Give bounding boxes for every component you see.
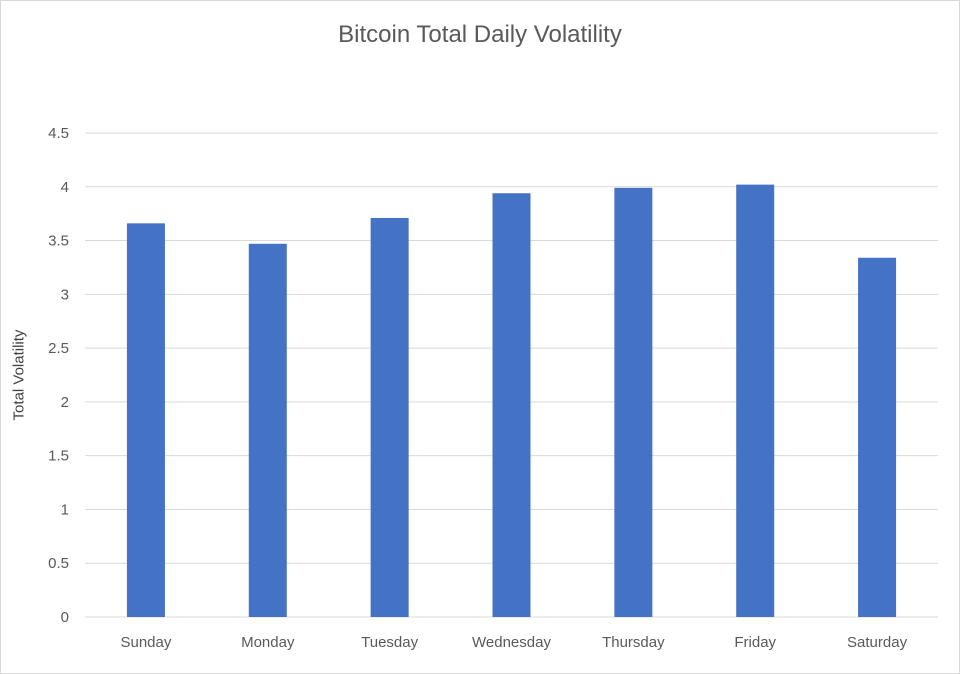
- chart-title: Bitcoin Total Daily Volatility: [338, 21, 622, 48]
- bar-friday: [736, 184, 775, 618]
- y-tick-label: 2: [61, 394, 69, 411]
- x-tick-label: Tuesday: [361, 634, 418, 651]
- y-tick-label: 3: [61, 286, 69, 303]
- x-tick-label: Sunday: [120, 634, 171, 651]
- y-tick-label: 1: [61, 501, 69, 518]
- x-tick-label: Thursday: [602, 634, 665, 651]
- y-tick-label: 3.5: [48, 233, 69, 250]
- bar-sunday: [126, 223, 165, 617]
- bar-thursday: [614, 187, 653, 617]
- y-axis-ticks: 0 0.5 1 1.5 2 2.5 3 3.5 4 4.5: [48, 125, 69, 626]
- bars: [126, 184, 897, 618]
- bar-saturday: [858, 257, 897, 617]
- bar-wednesday: [492, 193, 531, 617]
- x-tick-label: Friday: [734, 634, 776, 651]
- y-tick-label: 4: [61, 179, 69, 196]
- y-tick-label: 1.5: [48, 448, 69, 465]
- bar-tuesday: [370, 217, 409, 618]
- x-tick-label: Saturday: [847, 634, 908, 651]
- y-tick-label: 0.5: [48, 555, 69, 572]
- x-axis-ticks: Sunday Monday Tuesday Wednesday Thursday Frid…: [120, 634, 907, 651]
- x-tick-label: Monday: [241, 634, 295, 651]
- y-tick-label: 0: [61, 609, 69, 626]
- y-tick-label: 2.5: [48, 340, 69, 357]
- bar-monday: [248, 243, 287, 617]
- y-tick-label: 4.5: [48, 125, 69, 142]
- x-tick-label: Wednesday: [472, 634, 551, 651]
